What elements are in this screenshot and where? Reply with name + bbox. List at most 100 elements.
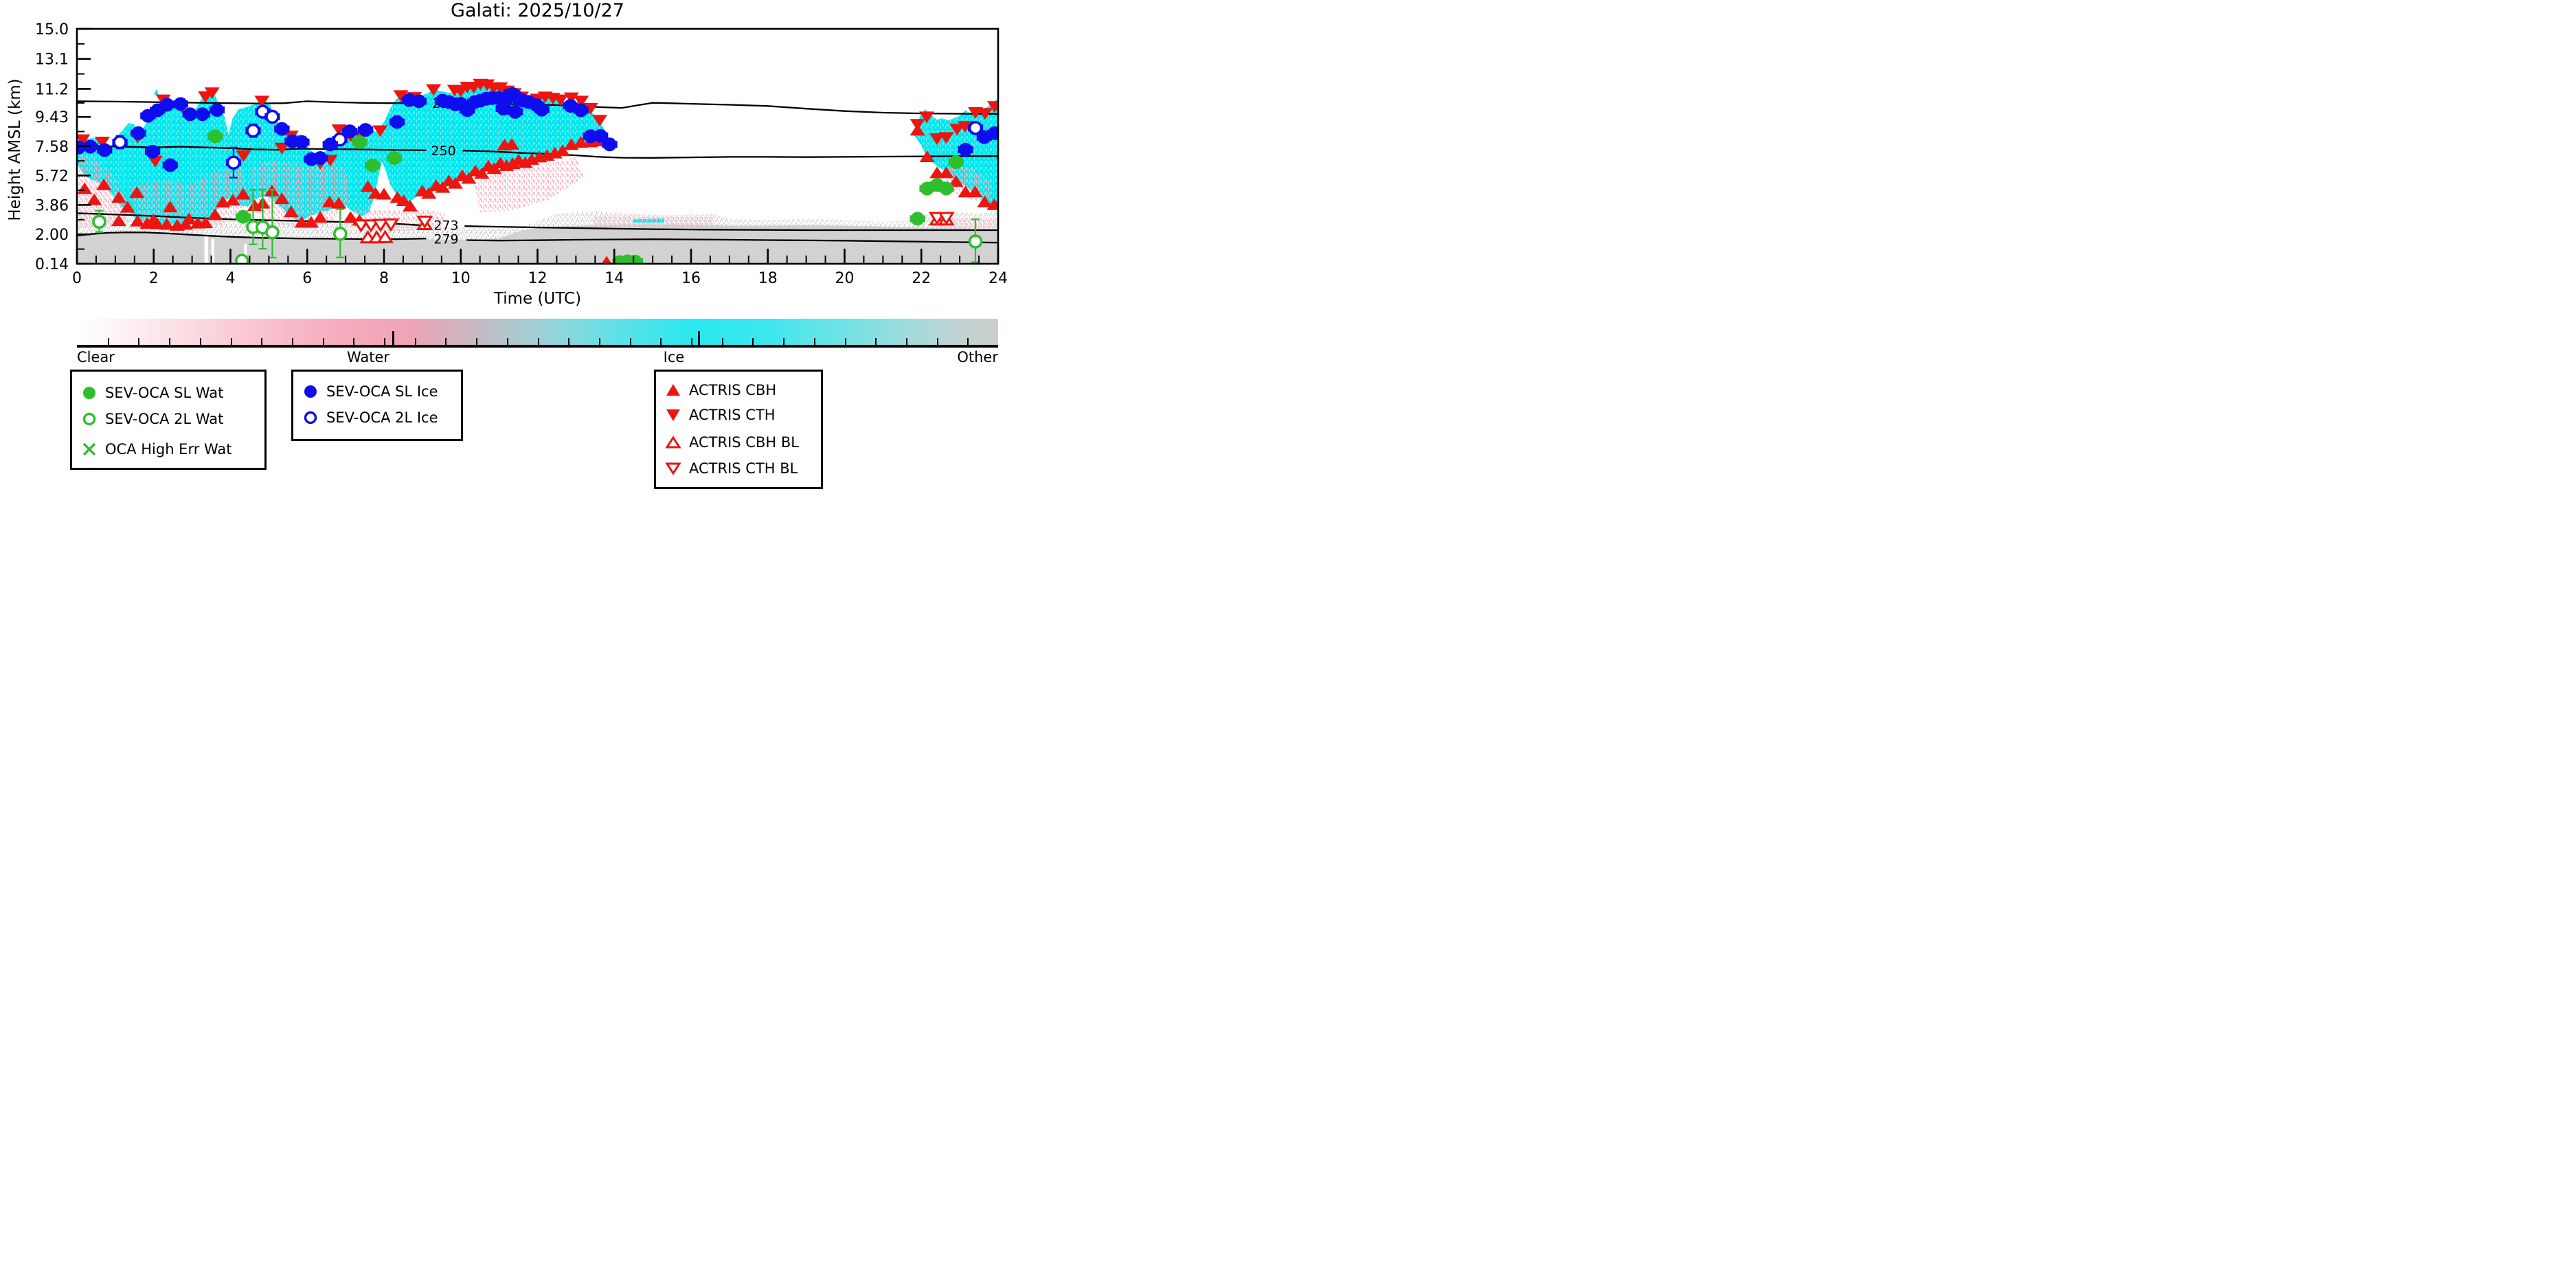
data-point xyxy=(236,210,250,224)
colorbar-minor-tick xyxy=(691,338,692,345)
data-point xyxy=(910,212,925,226)
y-tick-label: 5.72 xyxy=(35,168,69,185)
data-point xyxy=(574,103,588,117)
data-point xyxy=(254,95,270,108)
data-point xyxy=(493,82,508,94)
colorbar-minor-tick xyxy=(967,338,969,345)
colorbar-label-water: Water xyxy=(346,349,390,365)
data-point xyxy=(479,79,495,91)
chart-title: Galati: 2025/10/27 xyxy=(451,0,624,21)
data-point xyxy=(295,135,309,149)
data-point xyxy=(909,119,925,131)
y-tick-label: 0.14 xyxy=(35,256,69,273)
legend-actris: ACTRIS CBH ACTRIS CTH ACTRIS CBH BL ACTR… xyxy=(654,370,823,489)
colorbar-minor-tick xyxy=(813,338,815,345)
data-point xyxy=(447,177,463,189)
data-point xyxy=(163,158,177,172)
legend-item-cbh-bl: ACTRIS CBH BL xyxy=(664,433,799,451)
colorbar-minor-tick xyxy=(322,338,324,345)
data-point xyxy=(225,194,240,206)
data-point xyxy=(362,219,380,233)
x-marker-icon xyxy=(82,442,96,456)
data-point xyxy=(426,84,442,96)
colorbar xyxy=(77,319,998,348)
legend-item-2l-ice: SEV-OCA 2L Ice xyxy=(302,409,438,427)
data-point xyxy=(435,181,451,193)
data-point xyxy=(283,205,299,218)
data-point xyxy=(111,191,126,203)
data-point xyxy=(574,95,589,108)
contour-label: 273 xyxy=(433,218,458,233)
data-point xyxy=(393,90,409,102)
data-point xyxy=(333,226,348,241)
data-point xyxy=(534,102,549,117)
data-point xyxy=(968,234,983,249)
colorbar-minor-tick xyxy=(752,338,754,345)
colorbar-minor-tick xyxy=(844,338,846,345)
data-point xyxy=(365,158,380,172)
open-triangle-up-marker-icon xyxy=(665,436,681,449)
data-point xyxy=(352,135,367,149)
data-point xyxy=(978,108,993,120)
colorbar-minor-tick xyxy=(353,338,355,345)
data-point xyxy=(236,150,251,162)
data-point xyxy=(986,198,998,210)
x-tick-label: 6 xyxy=(302,270,312,287)
colorbar-minor-tick xyxy=(936,338,938,345)
legend-item-sl-wat: SEV-OCA SL Wat xyxy=(80,384,223,402)
data-point xyxy=(496,101,510,115)
series-sl_ice xyxy=(77,87,998,172)
data-point xyxy=(554,144,570,157)
colorbar-minor-tick xyxy=(783,338,785,345)
data-point xyxy=(360,180,376,192)
colorbar-major-tick xyxy=(392,331,394,345)
filled-triangle-up-marker-icon xyxy=(666,384,680,396)
y-tick-label: 9.43 xyxy=(35,109,69,126)
x-tick-label: 18 xyxy=(758,270,778,287)
colorbar-minor-tick xyxy=(107,338,109,345)
clear-gap xyxy=(244,244,247,263)
data-point xyxy=(274,142,290,155)
colorbar-minor-tick xyxy=(660,338,662,345)
data-point xyxy=(505,157,521,170)
data-point xyxy=(162,201,178,213)
legend-ice: SEV-OCA SL Ice SEV-OCA 2L Ice xyxy=(291,370,463,441)
data-point xyxy=(208,129,223,144)
data-point xyxy=(113,135,127,150)
data-point xyxy=(195,107,210,122)
clear-gap xyxy=(211,239,215,263)
legend-label: SEV-OCA 2L Wat xyxy=(105,411,224,427)
legend-label: OCA High Err Wat xyxy=(105,441,232,457)
data-point xyxy=(359,123,373,137)
data-point xyxy=(147,155,163,168)
filled-triangle-down-marker-icon xyxy=(666,409,680,421)
data-point xyxy=(938,132,954,144)
colorbar-minor-tick xyxy=(199,338,201,345)
colorbar-minor-tick xyxy=(721,338,723,345)
legend-item-high-err-wat: OCA High Err Wat xyxy=(80,440,232,458)
colorbar-minor-tick xyxy=(537,338,539,345)
data-point xyxy=(939,181,953,196)
data-point xyxy=(210,103,224,117)
legend-item-cbh: ACTRIS CBH xyxy=(664,381,776,399)
series-2l_ice xyxy=(112,104,984,179)
data-point xyxy=(111,214,126,227)
data-point xyxy=(938,212,955,225)
y-tick-label: 13.1 xyxy=(35,52,69,69)
colorbar-minor-tick xyxy=(506,338,508,345)
data-point xyxy=(372,218,389,232)
contour-line xyxy=(77,100,427,104)
data-point xyxy=(957,121,973,133)
data-point xyxy=(183,107,197,122)
x-tick-label: 12 xyxy=(528,270,547,287)
contour-line xyxy=(462,102,998,115)
data-point xyxy=(382,218,400,232)
series-2l_wat xyxy=(92,188,983,264)
open-circle-marker-icon xyxy=(82,412,96,426)
x-tick-label: 22 xyxy=(912,270,931,287)
water-speckle-region xyxy=(593,216,714,226)
y-tick-label: 2.00 xyxy=(35,227,69,244)
data-point xyxy=(352,219,370,233)
water-speckle-region xyxy=(251,161,350,227)
legend-label: ACTRIS CTH BL xyxy=(689,460,798,477)
